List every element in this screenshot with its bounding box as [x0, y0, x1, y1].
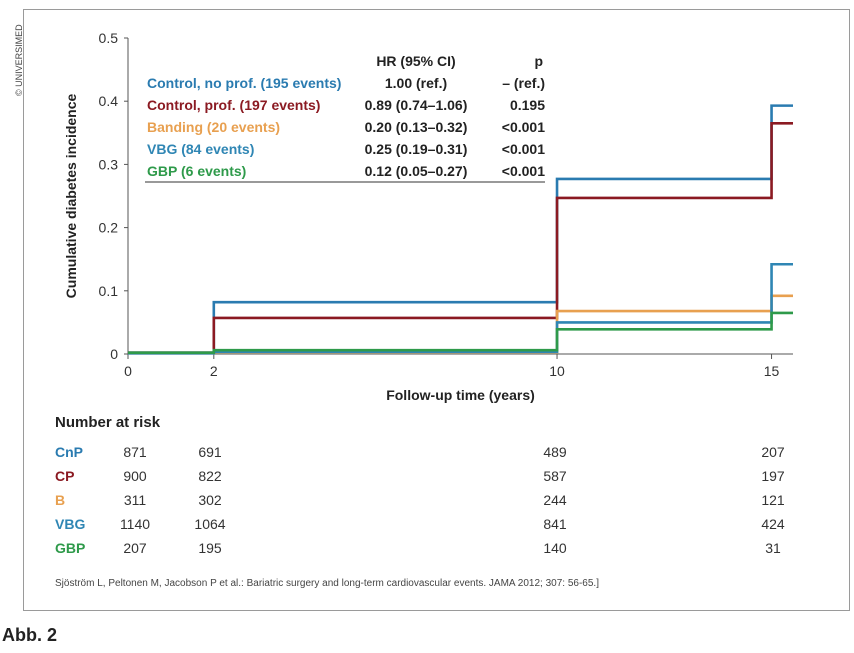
- legend-series-label: VBG (84 events): [147, 141, 254, 157]
- figure-label: Abb. 2: [2, 625, 58, 645]
- y-tick-label: 0.4: [99, 93, 119, 109]
- legend-series-label: GBP (6 events): [147, 163, 246, 179]
- legend-p-value: <0.001: [502, 163, 545, 179]
- risk-cell: 1064: [194, 516, 226, 532]
- legend-hr-value: 0.89 (0.74–1.06): [365, 97, 468, 113]
- legend-p-value: – (ref.): [502, 75, 545, 91]
- risk-cell: 587: [543, 468, 567, 484]
- series-line: [128, 311, 793, 355]
- risk-cell: 197: [761, 468, 785, 484]
- risk-cell: 31: [765, 540, 781, 556]
- km-chart: 0 0.1 0.2 0.3 0.4 0.5 0 2 10 15 Follow-up time (ye…: [63, 30, 793, 403]
- x-tick-label: 2: [210, 363, 218, 379]
- risk-cell: 207: [761, 444, 785, 460]
- source-citation: Sjöström L, Peltonen M, Jacobson P et al…: [55, 578, 599, 589]
- risk-cell: 207: [123, 540, 147, 556]
- risk-cell: 121: [761, 492, 785, 508]
- x-tick-label: 10: [549, 363, 565, 379]
- y-tick-label: 0.2: [99, 220, 119, 236]
- risk-cell: 871: [123, 444, 147, 460]
- y-tick-label: 0.5: [99, 30, 119, 46]
- legend-hr-value: 1.00 (ref.): [385, 75, 447, 91]
- risk-row-label: VBG: [55, 516, 86, 532]
- legend-p-value: 0.195: [510, 97, 545, 113]
- risk-cell: 489: [543, 444, 567, 460]
- y-axis-label: Cumulative diabetes incidence: [63, 93, 79, 298]
- risk-cell: 691: [198, 444, 222, 460]
- risk-cell: 424: [761, 516, 785, 532]
- y-tick-label: 0.3: [99, 156, 119, 172]
- legend-hr-value: 0.25 (0.19–0.31): [365, 141, 468, 157]
- risk-cell: 140: [543, 540, 567, 556]
- risk-cell: 244: [543, 492, 567, 508]
- legend-hr-header: HR (95% CI): [376, 53, 455, 69]
- risk-row-label: CP: [55, 468, 75, 484]
- series-line: [128, 122, 793, 355]
- risk-row-label: CnP: [55, 444, 83, 460]
- x-tick-label: 15: [764, 363, 780, 379]
- legend-series-label: Control, prof. (197 events): [147, 97, 320, 113]
- legend-p-header: p: [534, 53, 543, 69]
- legend-hr-value: 0.12 (0.05–0.27): [365, 163, 468, 179]
- risk-cell: 311: [123, 492, 147, 508]
- risk-cell: 900: [123, 468, 147, 484]
- legend-p-value: <0.001: [502, 141, 545, 157]
- series-line: [128, 262, 793, 355]
- risk-cell: 1140: [119, 516, 151, 532]
- risk-cell: 822: [198, 468, 222, 484]
- legend-p-value: <0.001: [502, 119, 545, 135]
- x-tick-label: 0: [124, 363, 132, 379]
- risk-cell: 195: [198, 540, 222, 556]
- legend-hr-value: 0.20 (0.13–0.32): [365, 119, 468, 135]
- y-tick-label: 0: [110, 346, 118, 362]
- legend-series-label: Control, no prof. (195 events): [147, 75, 341, 91]
- risk-cell: 841: [543, 516, 567, 532]
- risk-table-title: Number at risk: [55, 414, 161, 431]
- figure-frame: [23, 9, 850, 611]
- x-axis-label: Follow-up time (years): [386, 387, 535, 403]
- y-tick-label: 0.1: [99, 283, 119, 299]
- series-line: [128, 294, 793, 355]
- risk-cell: 302: [198, 492, 222, 508]
- legend-series-label: Banding (20 events): [147, 119, 280, 135]
- risk-row-label: B: [55, 492, 66, 508]
- risk-row-label: GBP: [55, 540, 86, 556]
